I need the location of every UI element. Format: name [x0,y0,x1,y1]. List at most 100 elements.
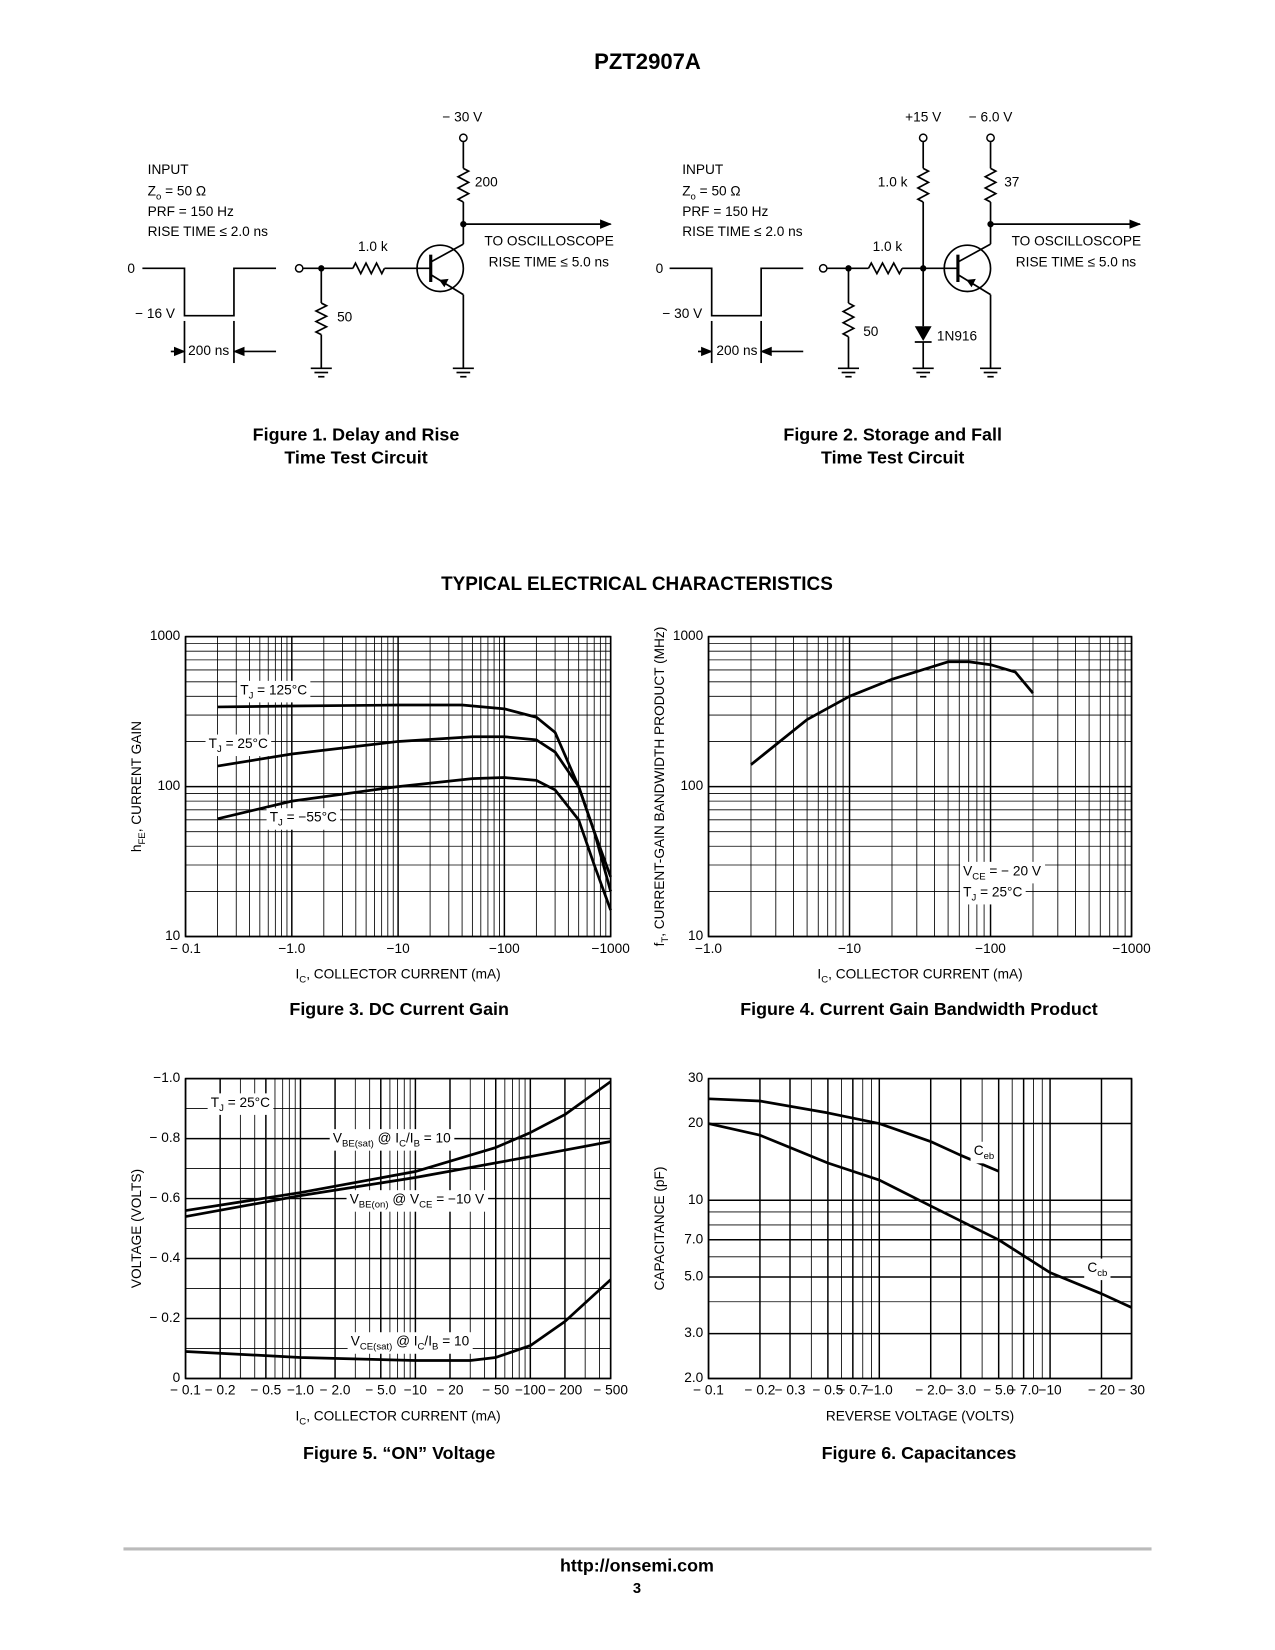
curve-label: TJ = 125°C [240,682,307,701]
subscript: C [418,1342,425,1353]
text-segment: = − 20 V [986,863,1042,878]
terminal [818,263,828,273]
label-background [237,680,311,703]
y-tick-label: 1000 [673,628,704,643]
y-axis-label: CAPACITANCE (pF) [652,1167,667,1291]
text-segment: C [974,1143,984,1158]
wire [957,243,991,263]
text-segment: T [270,809,279,824]
x-tick-label: − 2.0 [320,1383,351,1398]
diode [914,326,932,341]
subscript: FE [137,832,148,844]
input-label: Zo = 50 Ω [682,183,740,202]
curve-label: Ceb [974,1143,995,1162]
figure-caption: Figure 5. “ON” Voltage [303,1443,495,1463]
figure-caption: Figure 2. Storage and Fall [783,424,1002,444]
subscript: CE [419,1200,432,1211]
y-tick-label: 100 [680,778,703,793]
plot-frame [184,635,612,938]
text-segment: I [296,966,300,981]
text-segment: C [1087,1260,1097,1275]
output-label: TO OSCILLOSCOPE [1012,234,1142,249]
figure-caption: Figure 4. Current Gain Bandwidth Product [740,999,1098,1019]
series-line [185,1278,612,1362]
text-segment: @ V [389,1191,420,1206]
subscript: BE(on) [359,1200,389,1211]
x-tick-label: − 500 [593,1383,628,1398]
pulse-width-label: 200 ns [716,343,757,358]
text-segment: T [209,736,218,751]
resistor-label: 1.0 k [878,175,908,190]
text-segment: V [333,1130,343,1145]
chart: − 0.1− 0.2− 0.3− 0.5− 0.7−1.0− 2.0− 3.0−… [684,1070,1145,1398]
label-background [960,882,1026,905]
series-line [217,703,612,892]
supply-label: − 30 V [442,109,483,124]
emitter-arrow [439,278,449,288]
y-tick-label: 3.0 [684,1325,703,1340]
series-line [708,1122,1133,1309]
text-segment: T [963,884,972,899]
x-tick-label: − 0.2 [745,1383,776,1398]
text-segment: = 50 Ω [696,183,741,198]
wire [430,243,464,263]
terminal [458,133,468,143]
subscript: C [299,974,306,985]
label-background [207,1093,274,1115]
text-segment: = −10 V [432,1191,485,1206]
text-segment: = 125°C [253,682,307,697]
y-axis-label: fT, CURRENT-GAIN BANDWIDTH PRODUCT (MHz) [652,627,671,947]
curve-label: VCE(sat) @ IC/IB = 10 [351,1333,470,1352]
y-axis-label: hFE, CURRENT GAIN [129,721,148,852]
label-background [970,1141,998,1164]
input-label: INPUT [148,162,190,177]
chart: −1.0 −10 −100 −1000 10 100 1000 [673,628,1151,956]
subscript: T [660,937,671,943]
figure-caption: Figure 6. Capacitances [822,1443,1017,1463]
text-segment: @ I [374,1130,399,1145]
page-title: PZT2907A [594,49,701,74]
input-label: PRF = 150 Hz [682,204,768,219]
subscript: o [156,192,161,203]
text-segment: , COLLECTOR CURRENT (mA) [828,966,1023,981]
terminal [986,133,995,143]
resistor [916,167,931,203]
x-tick-label: −10 [404,1383,428,1398]
text-segment: = 10 [420,1130,451,1145]
resistor [841,302,856,338]
curve-label: Ccb [1087,1260,1107,1279]
chart: − 0.1 − 0.2 − 0.5 −1.0 − 2.0 − 5.0 −10 − 20 − 50… [150,1070,629,1398]
x-axis-label: IC, COLLECTOR CURRENT (mA) [296,966,501,985]
subscript: J [217,744,222,755]
figure-caption: Figure 1. Delay and Rise [253,424,460,444]
resistor-label: 50 [337,309,353,324]
text-segment: /I [406,1130,414,1145]
output-label: RISE TIME ≤ 5.0 ns [1016,255,1136,270]
series-line [217,776,612,911]
resistor-label: 1.0 k [358,239,388,254]
plot-frame [184,1077,612,1380]
y-tick-label: 20 [688,1115,704,1130]
x-tick-label: − 5.0 [983,1383,1014,1398]
subscript: B [414,1139,420,1150]
text-segment: = 25°C [222,736,268,751]
x-tick-label: − 5.0 [365,1383,396,1398]
text-segment: T [240,682,249,697]
subscript: J [219,1103,224,1114]
resistor-label: 1.0 k [873,239,903,254]
text-segment: , COLLECTOR CURRENT (mA) [306,966,501,981]
chart: − 0.1 −1.0 −10 −100 −1000 10 100 1000 [150,628,630,956]
subscript: eb [984,1151,995,1162]
input-label: Zo = 50 Ω [148,183,206,202]
subscript: J [972,892,977,903]
subscript: BE(sat) [342,1139,374,1150]
text-segment: I [817,966,821,981]
text-segment: = 25°C [976,884,1022,899]
x-tick-label: −1.0 [695,941,722,956]
x-tick-label: − 0.1 [170,941,201,956]
subscript: J [278,818,283,829]
y-tick-label: − 0.8 [150,1130,181,1145]
pulse [669,267,804,317]
y-tick-label: 2.0 [684,1370,703,1385]
